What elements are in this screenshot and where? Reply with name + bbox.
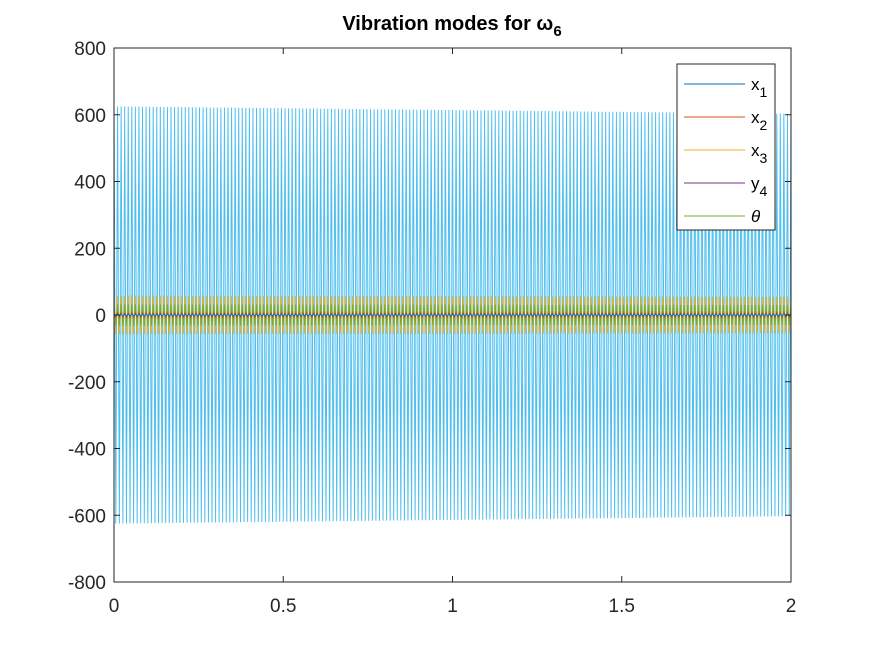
series-line-1 bbox=[113, 313, 792, 317]
legend[interactable]: x1 x2 x3 y4 θ bbox=[676, 63, 776, 231]
legend-label: y4 bbox=[751, 174, 768, 199]
legend-box bbox=[676, 63, 776, 231]
y-tick-label: -400 bbox=[68, 440, 106, 461]
y-tick-label: -800 bbox=[68, 573, 106, 594]
chart-title-subscript: 6 bbox=[553, 23, 561, 40]
y-tick-label: 0 bbox=[95, 306, 106, 327]
x-axis: 0 0.5 1 1.5 2 bbox=[109, 48, 797, 617]
legend-label: x3 bbox=[751, 141, 768, 166]
chart-title-main: Vibration modes for ω bbox=[342, 13, 553, 35]
y-tick-label: 600 bbox=[74, 106, 106, 127]
y-tick-label: -200 bbox=[68, 373, 106, 394]
series-layer bbox=[113, 106, 792, 524]
legend-item-2[interactable]: x2 bbox=[684, 108, 768, 133]
legend-item-3[interactable]: x3 bbox=[684, 141, 768, 166]
x-tick-label: 0 bbox=[109, 596, 120, 617]
y-tick-label: 400 bbox=[74, 173, 106, 194]
y-tick-label: 800 bbox=[74, 39, 106, 60]
legend-item-1[interactable]: x1 bbox=[684, 75, 768, 100]
chart-title: Vibration modes for ω6 bbox=[342, 13, 561, 40]
legend-item-5[interactable]: θ bbox=[684, 207, 761, 226]
y-tick-label: -600 bbox=[68, 506, 106, 527]
x-tick-label: 2 bbox=[786, 596, 797, 617]
x-tick-label: 0.5 bbox=[270, 596, 296, 617]
y-axis: 800 600 400 200 0 -200 -400 -600 -800 bbox=[68, 39, 791, 594]
legend-item-4[interactable]: y4 bbox=[684, 174, 768, 199]
legend-label: x1 bbox=[751, 75, 768, 100]
x-tick-label: 1.5 bbox=[609, 596, 635, 617]
legend-label: θ bbox=[751, 207, 761, 226]
series-line-5 bbox=[113, 304, 792, 326]
y-tick-label: 200 bbox=[74, 239, 106, 260]
series-line-4 bbox=[113, 106, 792, 524]
x-tick-label: 1 bbox=[447, 596, 458, 617]
legend-label: x2 bbox=[751, 108, 768, 133]
